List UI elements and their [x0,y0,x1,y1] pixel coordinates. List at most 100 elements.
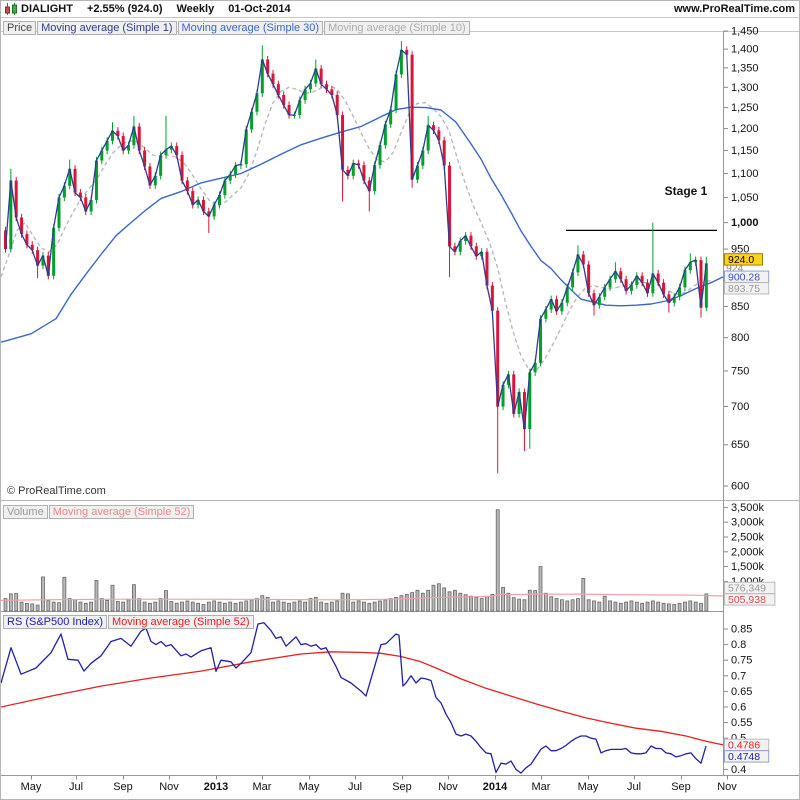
x-tick-label: 2014 [483,781,508,793]
volume-bar [8,593,13,612]
volume-bar [83,602,88,612]
volume-bar [222,602,227,612]
legend-ma1-chip[interactable]: Moving average (Simple 1) [37,21,177,35]
volume-bar [650,600,655,612]
candle-body [148,166,152,186]
volume-bar [597,601,602,612]
y-tick-label: 1,150 [731,145,759,157]
candle-body [597,296,601,306]
candle-body [389,109,393,125]
candle-body [678,287,682,297]
x-tick-label: Sep [113,781,133,793]
volume-bar [190,601,195,612]
candle-body [522,391,526,430]
volume-bar [683,601,687,612]
title-bar: DIALIGHT +2.55% (924.0) Weekly 01-Oct-2014 … [1,1,799,18]
volume-bar [543,592,548,612]
rs-y-tick-label: 0.65 [731,686,752,698]
candle-body [421,150,425,166]
legend-price-chip[interactable]: Price [3,21,37,35]
volume-bar [303,601,308,612]
candle-body [603,287,607,297]
volume-bar [469,595,473,612]
candle-body [287,105,291,116]
last-value-text: 505,938 [728,594,766,606]
rs-ma-line [1,651,724,746]
candle-body [260,59,264,94]
candle-body [4,230,7,250]
rs-line [1,622,707,774]
y-tick-label: 750 [731,365,749,377]
y-tick-label: 1,200 [731,123,759,135]
volume-y-tick-label: 3,000k [731,517,765,529]
rs-y-tick-label: 0.75 [731,655,752,667]
last-value-text: 924.0 [728,254,754,266]
volume-bar [19,601,24,612]
candle-body [143,150,147,167]
volume-bar [447,591,452,612]
volume-bar [94,580,99,612]
candle-body [36,250,40,266]
candle-body [175,146,179,156]
volume-bar [699,602,703,612]
legend-ma10-chip[interactable]: Moving average (Simple 10) [324,21,470,35]
candle-body [228,174,232,181]
volume-bar [89,601,93,612]
x-tick-label: Mar [253,781,272,793]
instrument-summary: DIALIGHT +2.55% (924.0) Weekly 01-Oct-2014 [21,3,305,15]
candle-body [100,150,104,161]
candle-body [78,192,82,198]
volume-bar [565,600,570,612]
close-price-line [4,49,707,430]
candle-body [496,310,500,407]
volume-bar [137,598,142,612]
volume-bar [121,601,126,612]
volume-bar [383,599,388,612]
y-tick-label: 850 [731,301,749,313]
price-legend-row: Price Moving average (Simple 1) Moving ave… [3,18,471,36]
legend-volma-chip[interactable]: Moving average (Simple 52) [48,505,195,519]
volume-bar [14,593,19,612]
legend-volume-chip[interactable]: Volume [3,505,48,519]
volume-bar [233,602,238,612]
y-tick-label: 650 [731,439,749,451]
volume-bar [442,587,447,612]
candle-body [330,89,334,95]
candle-body [62,185,66,198]
volume-bar [672,604,677,612]
legend-ma30-chip[interactable]: Moving average (Simple 30) [177,21,324,35]
candle-body [587,264,591,294]
candle-body [651,273,655,294]
y-tick-label: 1,450 [731,26,759,38]
volume-bar [335,600,340,612]
volume-bar [704,593,709,612]
volume-bar [602,595,607,612]
legend-rsma-chip[interactable]: Moving average (Simple 52) [108,615,254,629]
volume-bar [485,595,489,612]
volume-bar [169,601,174,612]
candle-body [613,271,617,280]
volume-bar [260,595,265,612]
volume-bar [495,509,500,612]
x-tick-label: Sep [392,781,412,793]
volume-bar [57,602,61,612]
legend-rs-chip[interactable]: RS (S&P500 Index) [3,615,107,629]
candle-body [517,391,521,414]
volume-legend-row: Volume Moving average (Simple 52) [3,502,195,520]
site-link[interactable]: www.ProRealTime.com [673,3,795,15]
x-tick-label: Nov [717,781,737,793]
y-tick-label: 1,300 [731,82,759,94]
candle-body [68,168,72,186]
volume-bar [640,602,645,612]
volume-bar [206,601,211,612]
candle-body [89,199,93,212]
volume-bar [506,592,511,612]
volume-bar [560,599,564,612]
y-tick-label: 700 [731,401,749,413]
volume-bar [624,601,628,612]
volume-bar [238,601,243,612]
volume-bar [35,604,40,612]
volume-bar [661,602,666,612]
